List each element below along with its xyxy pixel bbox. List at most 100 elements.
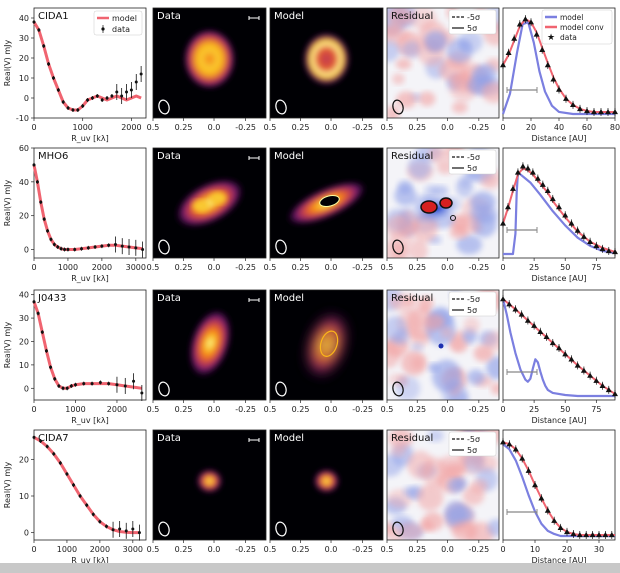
profile-data-point (512, 306, 519, 312)
xtick-label: 0.25 (175, 405, 193, 414)
xtick-label: -0.25 (468, 405, 489, 414)
profile-model-line (503, 171, 616, 256)
profile-data-point (556, 86, 562, 92)
xtick-label: 0.0 (325, 263, 338, 272)
data-point (95, 94, 99, 98)
profile-data-point (519, 163, 526, 169)
profile-data-point (608, 531, 615, 538)
data-point (125, 90, 129, 94)
beam-ellipse (158, 381, 170, 397)
data-point (100, 98, 104, 102)
ytick-label: 60 (19, 144, 29, 153)
ytick-label: 20 (19, 455, 29, 464)
xtick-label: 0.25 (292, 123, 310, 132)
data-point (127, 245, 131, 249)
profile-data-point (512, 446, 519, 452)
residual-panel-title: Residual (391, 11, 433, 22)
data-point (51, 76, 55, 80)
negative-residual (467, 369, 485, 385)
xtick-label: 0.5 (147, 123, 160, 132)
beam-ellipse (392, 521, 404, 537)
residual-panel-title: Residual (391, 433, 433, 444)
profile-data-point (556, 345, 562, 351)
negative-residual-core (438, 343, 444, 349)
data-point (134, 246, 138, 250)
model-line (32, 164, 143, 252)
data-point (78, 494, 82, 498)
profile-data-point (612, 248, 618, 255)
profile-data-point (522, 16, 529, 22)
xtick-label: 0 (31, 263, 36, 272)
profile-data-point (605, 247, 612, 254)
data-point (39, 439, 43, 443)
profile-model-line (501, 298, 615, 398)
ytick-label: 20 (19, 54, 29, 63)
positive-residual (388, 430, 414, 449)
data-point (59, 247, 63, 251)
data-point (93, 245, 97, 249)
xtick-label: 0.5 (147, 545, 160, 554)
data-point (42, 44, 46, 48)
legend-data-swatch: ★ (547, 33, 555, 43)
bottom-scroll-bar (0, 563, 620, 573)
data-panel-title: Data (157, 433, 181, 444)
xtick-label: -0.25 (468, 123, 489, 132)
profile-frame (502, 429, 616, 541)
data-point (100, 244, 104, 248)
profile-data-point (528, 19, 534, 25)
profile-data-point (524, 165, 531, 171)
profile-data-point (599, 245, 606, 252)
xtick-label: 75 (591, 263, 601, 272)
data-point (129, 88, 133, 92)
profile-data-point (543, 333, 550, 340)
ytick-label: 0 (24, 529, 29, 538)
beam-ellipse (275, 381, 287, 397)
data-panel-content (183, 29, 236, 89)
data-point (32, 435, 36, 439)
xtick-label: 10 (530, 545, 540, 554)
xtick-label: 0.5 (147, 405, 160, 414)
data-point (42, 217, 46, 221)
positive-residual (451, 101, 468, 114)
profile-data-point (562, 351, 569, 357)
beam-ellipse (158, 521, 170, 537)
xtick-label: -0.25 (352, 545, 373, 554)
data-panel-frame (152, 289, 267, 401)
xtick-label: 0.5 (264, 123, 277, 132)
model-panel-frame (269, 147, 384, 259)
data-point (140, 391, 144, 395)
negative-residual (475, 63, 498, 86)
data-point (65, 472, 69, 476)
positive-residual (438, 58, 468, 82)
data-point (91, 512, 95, 516)
profile-data-point (514, 169, 521, 175)
data-point (44, 349, 48, 353)
negative-residual (486, 356, 499, 380)
data-panel: Data 0.5 0.25 0.0 -0.25 (147, 7, 267, 132)
data-point (76, 108, 80, 112)
profile-data-point (544, 187, 551, 193)
profile-xlabel: Distance [AU] (531, 416, 586, 425)
data-point (57, 384, 61, 388)
profile-data-point (511, 35, 518, 41)
xtick-label: 0.0 (441, 263, 454, 272)
profile-frame (502, 147, 616, 259)
positive-residual (408, 240, 428, 258)
xtick-label: 0.25 (175, 263, 193, 272)
ytick-label: 30 (19, 314, 29, 323)
negative-residual (393, 329, 410, 345)
emission-peak (192, 200, 209, 212)
residual-panel-frame (386, 147, 500, 259)
xtick-label: -0.25 (235, 545, 256, 554)
profile-data-point (500, 62, 506, 68)
row-MHO6: 0 20 40 60 0 1000 2000 3000 Real(V) mJy R_uv [kλ]… (3, 144, 618, 283)
model-panel-title: Model (274, 433, 304, 444)
data-point (63, 248, 67, 252)
emission-ring (183, 29, 236, 89)
data-panel-title: Data (157, 293, 181, 304)
xtick-label: 50 (560, 263, 570, 272)
negative-residual (403, 486, 417, 498)
legend-pos-label: 5σ (467, 306, 477, 315)
